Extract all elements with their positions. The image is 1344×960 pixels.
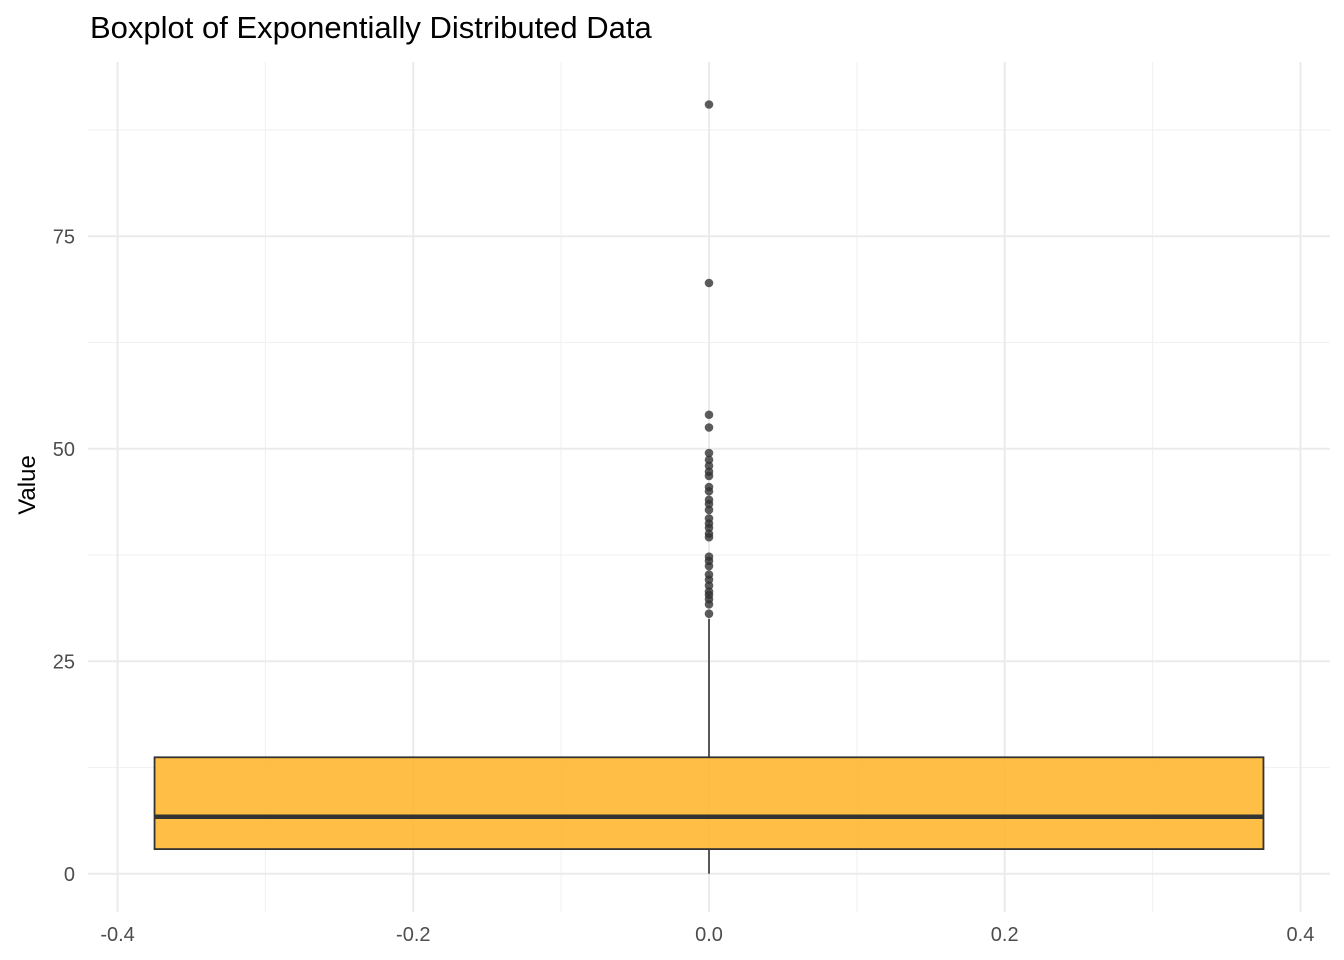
x-tick-label: 0.2	[991, 924, 1019, 946]
box-iqr	[153, 756, 1265, 850]
y-tick-label: 0	[64, 864, 75, 886]
outlier-point	[704, 461, 714, 471]
outlier-point	[704, 581, 714, 590]
outlier-point	[704, 609, 714, 618]
outlier-point	[704, 523, 714, 533]
x-tick-label: 0.4	[1287, 924, 1315, 946]
outlier-point	[704, 499, 714, 509]
outlier-point	[704, 486, 714, 496]
x-tick-label: 0.0	[695, 924, 723, 946]
outlier-point	[704, 575, 714, 584]
y-tick-labels: 0 25 50 75	[53, 226, 75, 886]
y-tick-label: 75	[53, 226, 75, 248]
outlier-point	[704, 423, 714, 432]
outlier-point	[704, 278, 714, 288]
x-tick-label: -0.4	[100, 924, 134, 946]
chart-title: Boxplot of Exponentially Distributed Dat…	[90, 10, 652, 45]
outlier-point	[704, 471, 714, 481]
outlier-point	[704, 505, 714, 515]
outlier-layer	[704, 100, 714, 618]
y-tick-label: 50	[53, 439, 75, 461]
outlier-point	[704, 455, 714, 465]
y-tick-label: 25	[53, 651, 75, 673]
outlier-point	[704, 532, 714, 542]
box-layer	[153, 618, 1265, 874]
outlier-point	[704, 600, 714, 609]
outlier-point	[704, 448, 714, 458]
outlier-point	[704, 100, 714, 109]
outlier-point	[704, 561, 714, 571]
outlier-point	[704, 410, 714, 420]
x-tick-labels: -0.4 -0.2 0.0 0.2 0.4	[100, 924, 1314, 946]
x-tick-label: -0.2	[396, 924, 430, 946]
